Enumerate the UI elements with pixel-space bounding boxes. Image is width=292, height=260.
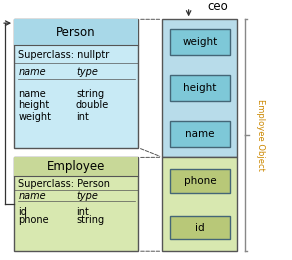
Text: id: id	[195, 223, 205, 233]
Text: type: type	[76, 67, 98, 77]
Text: Person: Person	[56, 26, 96, 39]
Text: string: string	[76, 89, 104, 99]
Bar	[14, 19, 138, 45]
Text: Superclass: Person: Superclass: Person	[18, 179, 110, 189]
Bar	[14, 158, 138, 251]
Text: string: string	[76, 216, 104, 225]
Text: name: name	[18, 89, 46, 99]
Text: ceo: ceo	[207, 1, 228, 14]
Text: name: name	[185, 129, 215, 139]
Text: weight: weight	[18, 112, 51, 121]
Text: type: type	[76, 191, 98, 201]
Text: Employee: Employee	[47, 160, 105, 173]
Text: name: name	[18, 67, 46, 77]
Bar	[170, 216, 230, 239]
Bar	[162, 19, 237, 157]
Text: name: name	[18, 191, 46, 201]
Text: height: height	[183, 83, 217, 93]
Bar	[170, 169, 230, 192]
Text: Employee Object: Employee Object	[256, 99, 265, 171]
Text: int: int	[76, 112, 89, 121]
Text: id: id	[18, 207, 27, 217]
Bar	[14, 158, 138, 176]
Text: double: double	[76, 100, 109, 110]
Text: phone: phone	[184, 176, 216, 186]
Text: phone: phone	[18, 216, 49, 225]
Text: Superclass: nullptr: Superclass: nullptr	[18, 50, 110, 60]
Bar	[170, 121, 230, 147]
Text: weight: weight	[182, 37, 218, 47]
Bar	[14, 19, 138, 148]
Text: int: int	[76, 207, 89, 217]
Bar	[170, 75, 230, 101]
Text: height: height	[18, 100, 50, 110]
Bar	[170, 29, 230, 55]
Bar	[162, 157, 237, 251]
